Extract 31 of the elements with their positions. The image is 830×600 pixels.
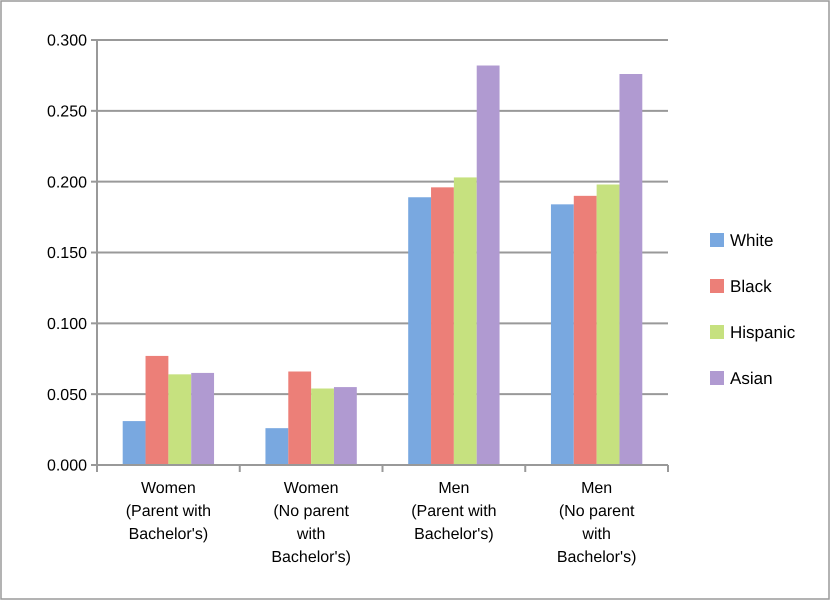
bar (191, 372, 214, 465)
bar (431, 187, 454, 465)
bar (476, 66, 500, 465)
bar (408, 197, 432, 465)
bar (146, 356, 168, 465)
legend-label: Black (730, 276, 772, 296)
x-tick-label: Women (No parent with Bachelor's) (271, 480, 351, 566)
y-tick-label: 0.050 (46, 386, 88, 404)
bar (168, 374, 192, 465)
legend-label: White (730, 230, 774, 250)
y-tick-label: 0.200 (46, 174, 88, 192)
x-tick-label: Men (No parent with Bachelor's) (556, 480, 636, 566)
bar (265, 428, 288, 465)
bar (454, 177, 477, 465)
bar (550, 204, 574, 465)
y-tick-label: 0.300 (46, 32, 88, 50)
bar (619, 74, 642, 465)
y-tick-label: 0.250 (46, 103, 88, 120)
bar (334, 387, 357, 465)
bar (311, 388, 334, 465)
x-tick-label: Women (Parent with Bachelor's) (126, 480, 212, 543)
legend-label: Hispanic (730, 322, 796, 342)
bar (288, 372, 312, 465)
y-tick-label: 0.100 (46, 316, 88, 333)
bar (596, 184, 620, 465)
y-tick-label: 0.000 (46, 458, 88, 475)
bar (122, 421, 146, 465)
x-tick-label: Men (Parent with Bachelor's) (411, 480, 497, 543)
y-tick-label: 0.150 (46, 245, 88, 262)
bar (574, 196, 597, 465)
legend-label: Asian (730, 368, 773, 388)
